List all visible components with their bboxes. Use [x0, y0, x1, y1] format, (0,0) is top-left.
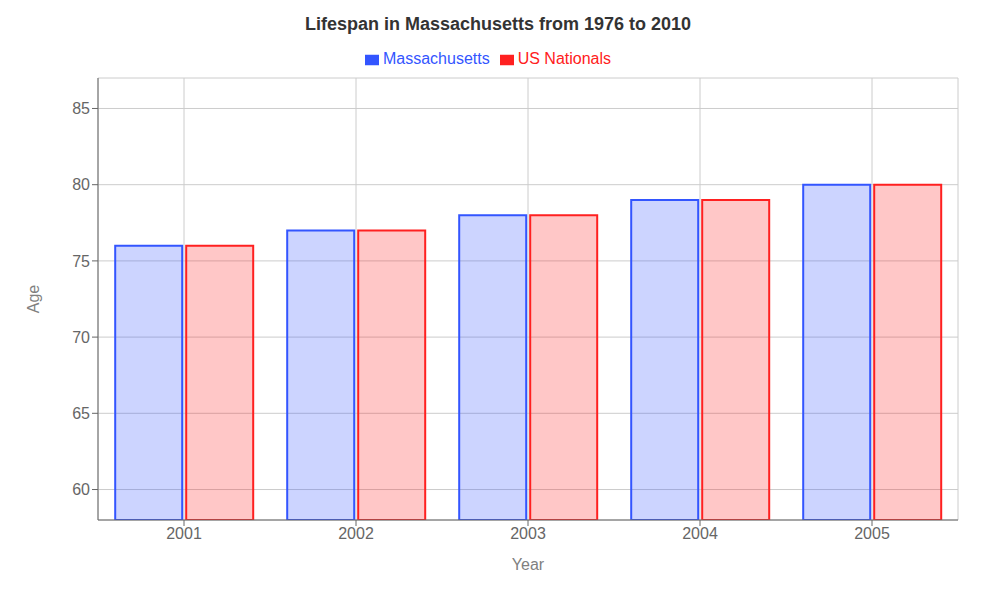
svg-text:2004: 2004 — [682, 525, 718, 542]
svg-text:2002: 2002 — [338, 525, 374, 542]
svg-text:2001: 2001 — [166, 525, 202, 542]
svg-text:Age: Age — [25, 285, 42, 314]
svg-text:Year: Year — [512, 556, 545, 573]
svg-text:75: 75 — [72, 253, 90, 270]
svg-text:80: 80 — [72, 176, 90, 193]
svg-text:2003: 2003 — [510, 525, 546, 542]
html-text:US Nationals: US Nationals — [517, 50, 611, 67]
svg-text:60: 60 — [72, 481, 90, 498]
svg-text:70: 70 — [72, 329, 90, 346]
svg-text:65: 65 — [72, 405, 90, 422]
html-text:Lifespan in Massachusetts from: Lifespan in Massachusetts from 1976 to 2… — [304, 14, 692, 34]
html-text:Massachusetts: Massachusetts — [383, 50, 490, 67]
svg-text:85: 85 — [72, 100, 90, 117]
svg-text:2005: 2005 — [854, 525, 890, 542]
